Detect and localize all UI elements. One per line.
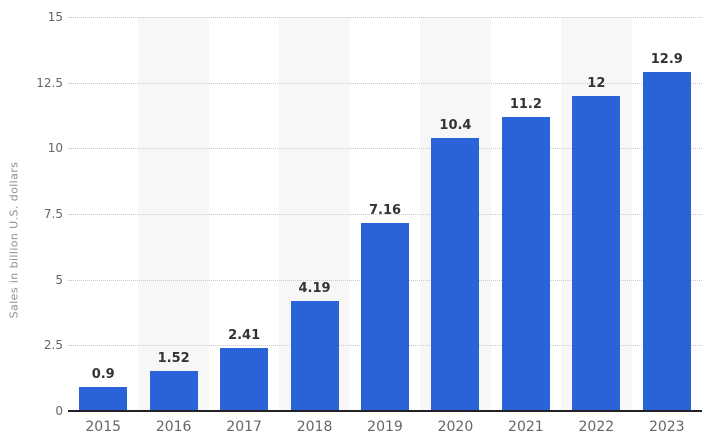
bar-value-label-2022: 12 [587,75,606,91]
plot-area: 0.9 1.52 2.41 4.19 7.16 10.4 11.2 12 12.9 [68,17,702,412]
bar-value-label-2016: 1.52 [157,351,190,367]
bar-value-label-2020: 10.4 [439,117,472,133]
x-tick-label-2021: 2021 [508,419,544,435]
bar-2015[interactable] [79,387,128,411]
bar-2021[interactable] [501,116,550,411]
x-tick-label-2015: 2015 [85,419,122,435]
bar-value-label-2019: 7.16 [368,202,402,218]
y-tick-label-10: 10 [47,141,63,156]
bar-value-label-2023: 12.9 [650,52,683,68]
x-tick-label-2020: 2020 [437,419,474,435]
bar-2020[interactable] [431,137,480,411]
x-tick-label-2023: 2023 [648,419,685,435]
x-tick-label-2018: 2018 [296,419,333,435]
gridline-y-10 [68,148,702,150]
gridline-y-15 [68,17,702,18]
gridline-y-7.5 [68,214,702,215]
bar-value-label-2018: 4.19 [298,280,331,296]
y-tick-label-0: 0 [55,404,63,418]
bar-value-label-2021: 11.2 [509,96,542,112]
y-axis-title: Sales in billion U.S. dollars [7,161,21,319]
bar-value-label-2017: 2.41 [228,327,261,343]
bar-2019[interactable] [361,222,409,411]
bar-2018[interactable] [290,300,339,411]
bar-2023[interactable] [642,72,691,411]
x-tick-label-2017: 2017 [226,419,262,435]
y-tick-label-15: 15 [47,10,63,24]
y-tick-label-5: 5 [55,272,63,287]
x-axis-line [68,410,702,412]
y-tick-label-7.5: 7.5 [43,207,63,221]
bar-2022[interactable] [572,95,621,411]
x-tick-label-2022: 2022 [578,419,615,435]
y-tick-label-12.5: 12.5 [36,75,63,90]
x-tick-label-2016: 2016 [155,419,192,435]
gridline-y-12.5 [68,82,702,84]
y-tick-label-2.5: 2.5 [43,338,63,353]
bar-2017[interactable] [220,347,269,411]
bar-value-label-2015: 0.9 [91,367,115,383]
x-tick-label-2019: 2019 [367,419,403,435]
bar-2016[interactable] [149,371,198,411]
